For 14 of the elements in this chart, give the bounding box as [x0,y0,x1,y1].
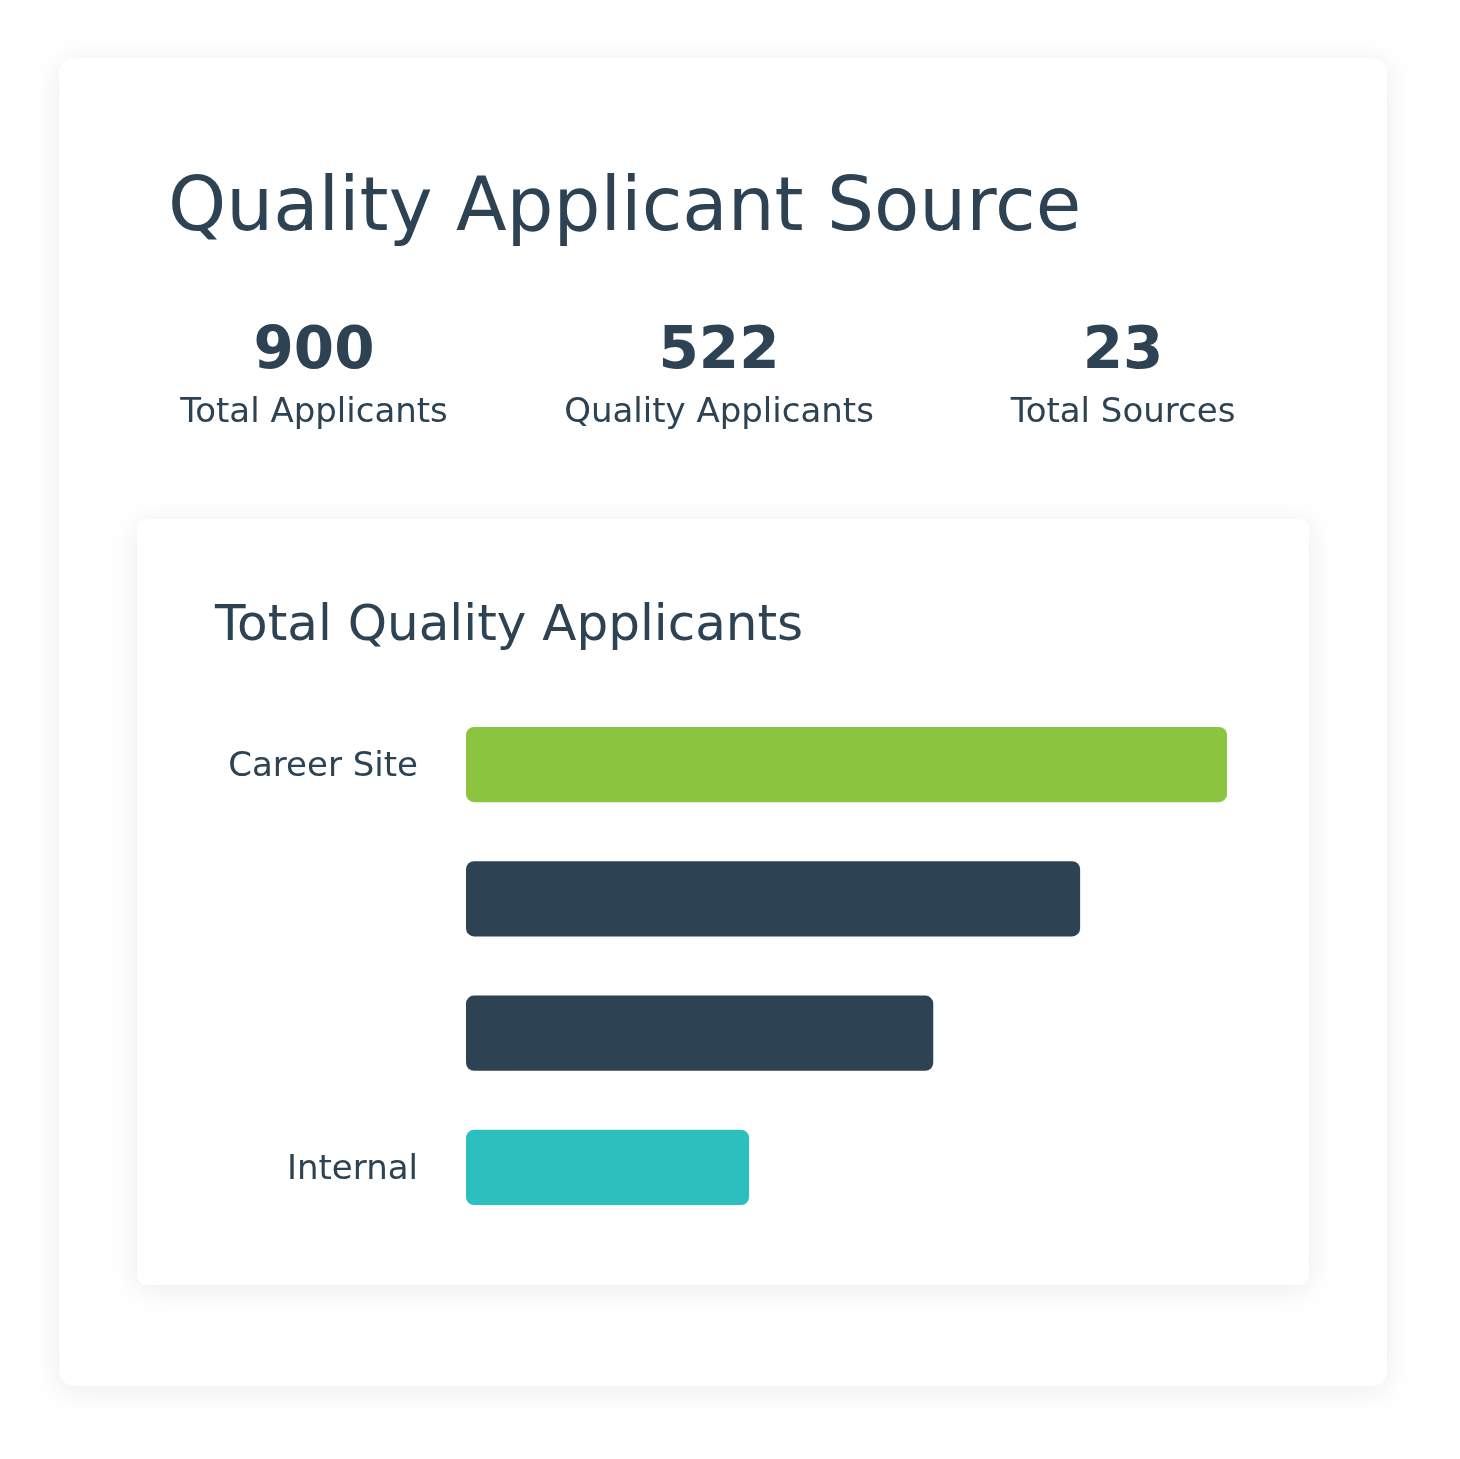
category-label: Quality Applicants [564,390,874,430]
bar [466,861,1081,937]
data-label: 900 [253,314,375,382]
text: Quality Applicant Source [168,161,1082,247]
category-label: Total Sources [1009,390,1236,430]
bar [466,995,934,1071]
bar [466,1129,750,1205]
y-tick-label: Internal [286,1147,418,1188]
y-tick-label: Career Site [228,744,418,785]
chart-title: Total Quality Applicants [214,594,804,652]
category-label: Total Applicants [179,390,448,430]
data-label: 23 [1082,314,1164,382]
data-label: 522 [658,314,780,382]
bar [466,727,1227,803]
